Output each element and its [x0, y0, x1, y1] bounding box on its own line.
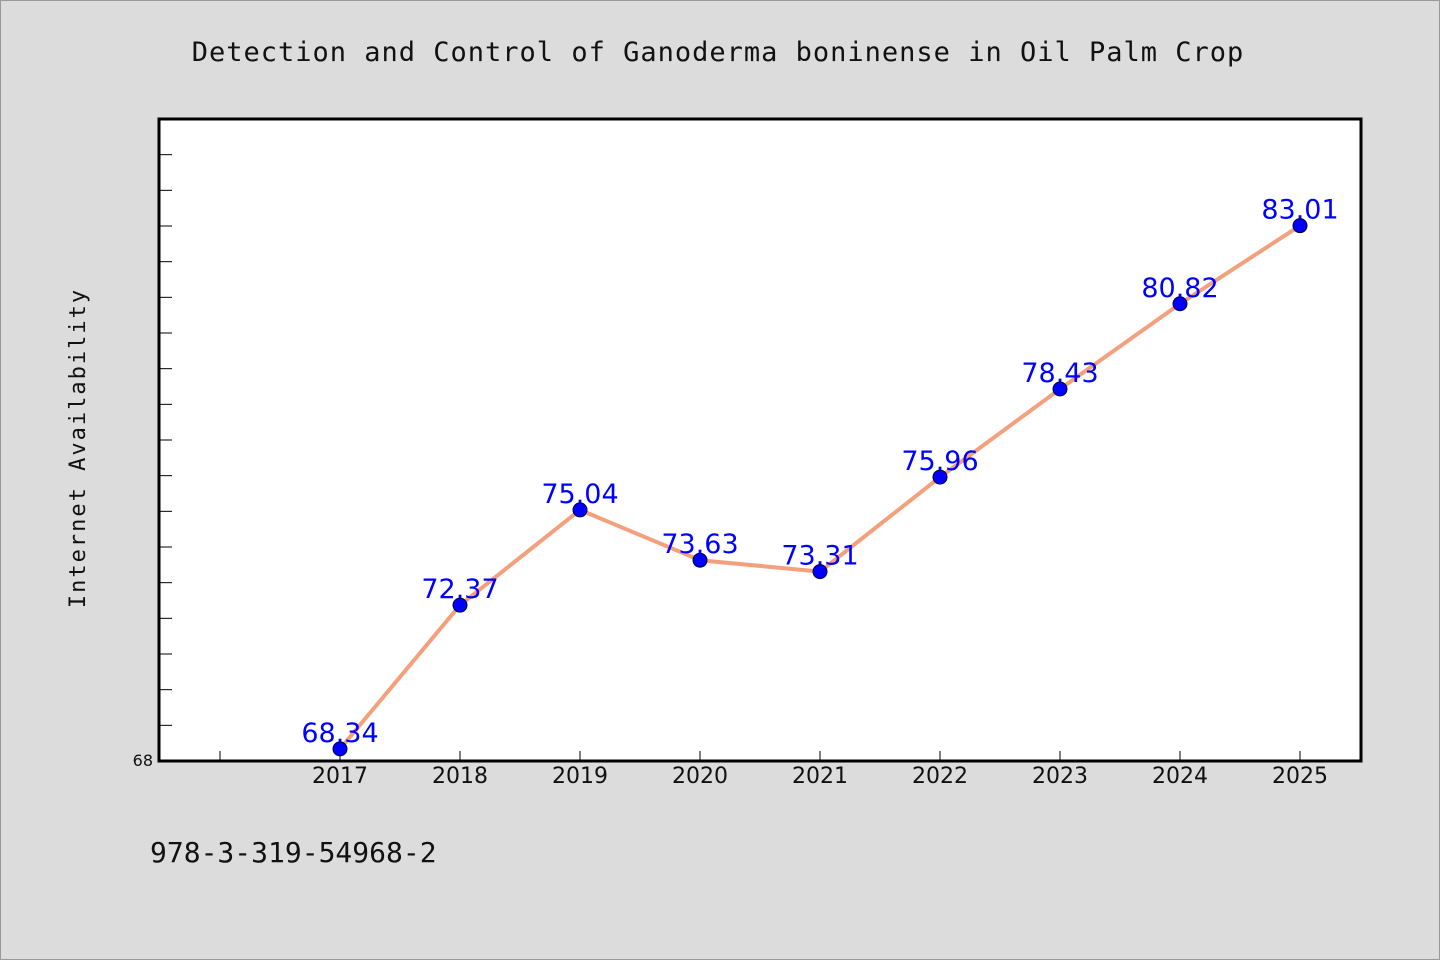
data-label: 73.63: [661, 529, 738, 560]
x-tick-label: 2022: [912, 764, 968, 789]
x-tick-label: 2018: [432, 764, 488, 789]
x-tick-label: 2021: [792, 764, 848, 789]
x-tick-label: 2025: [1272, 764, 1328, 789]
data-point: [332, 741, 348, 757]
x-tick-label: 2020: [672, 764, 728, 789]
plot-area: [157, 117, 1363, 763]
y-axis-label: Internet Availability: [66, 288, 91, 608]
data-point: [572, 502, 588, 518]
data-point: [1052, 381, 1068, 397]
series-layer: 68.34 72.37 75.04 73.63 73.31 75.96 78.43 80.82…: [301, 195, 1339, 757]
data-label: 72.37: [421, 574, 498, 605]
x-tick-label: 2023: [1032, 764, 1088, 789]
data-label: 75.04: [541, 479, 618, 510]
x-axis-ticks: 2017 2018 2019 2020 2021 2022 2023 2024 2025: [219, 751, 1328, 789]
y-axis-ticks: 68: [133, 154, 172, 770]
data-label: 75.96: [901, 446, 978, 477]
footnote-isbn: 978-3-319-54968-2: [150, 836, 437, 869]
data-point: [692, 552, 708, 568]
data-label: 68.34: [301, 718, 378, 749]
data-label: 83.01: [1261, 195, 1338, 226]
y-tick-label: 68: [133, 751, 153, 770]
data-point: [452, 597, 468, 613]
chart-title: Detection and Control of Ganoderma bonin…: [192, 37, 1245, 68]
data-label: 80.82: [1141, 273, 1218, 304]
data-point: [1292, 218, 1308, 234]
data-point: [1172, 296, 1188, 312]
data-point: [812, 564, 828, 580]
data-label: 78.43: [1021, 358, 1098, 389]
data-point: [932, 469, 948, 485]
x-tick-label: 2024: [1152, 764, 1208, 789]
x-tick-label: 2017: [312, 764, 368, 789]
x-tick-label: 2019: [552, 764, 608, 789]
data-label: 73.31: [781, 541, 858, 572]
